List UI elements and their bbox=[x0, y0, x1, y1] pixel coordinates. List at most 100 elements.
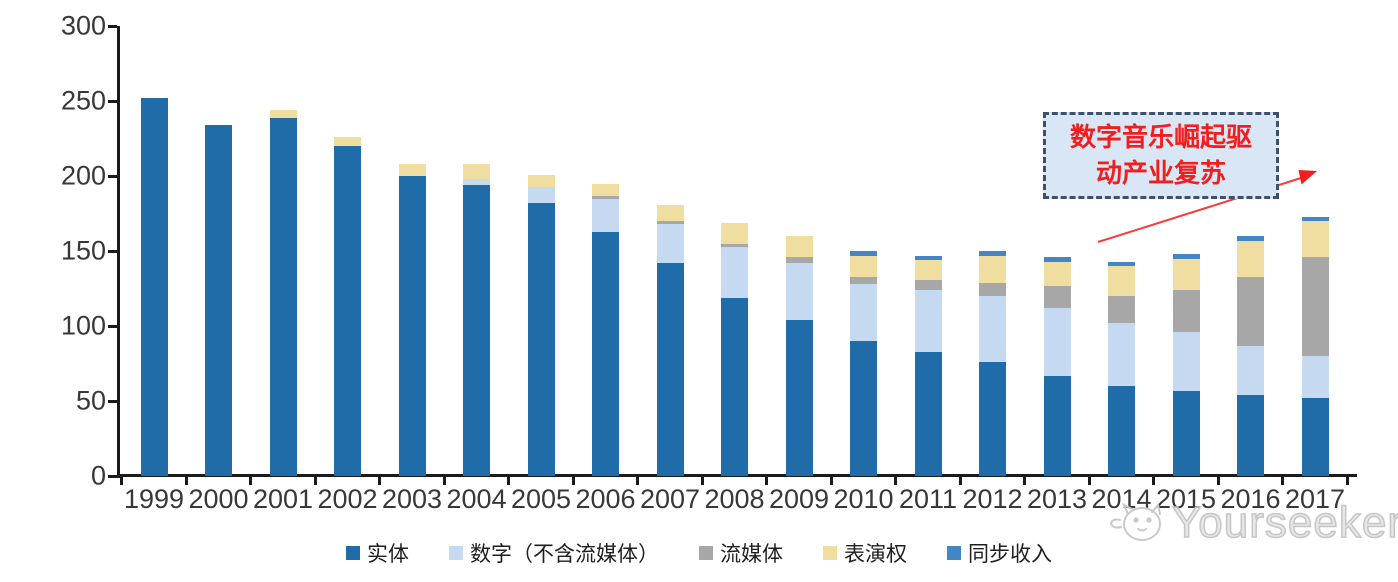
legend-swatch-streaming bbox=[699, 546, 713, 560]
bar-2015-segment-performance bbox=[1172, 258, 1200, 290]
bar-2010-segment-streaming bbox=[850, 276, 877, 284]
y-tick-label-300: 300 bbox=[60, 10, 106, 41]
legend-label-performance: 表演权 bbox=[844, 542, 907, 566]
x-tick-11 bbox=[829, 477, 833, 485]
x-tick-10 bbox=[765, 477, 769, 485]
x-tick-12 bbox=[894, 477, 898, 485]
bar-2001-segment-performance bbox=[269, 110, 297, 118]
bar-2005-segment-physical bbox=[527, 203, 555, 476]
x-tick-label-2012: 2012 bbox=[962, 484, 1023, 514]
bar-2006-segment-performance bbox=[592, 183, 619, 196]
bar-2003-segment-physical bbox=[398, 176, 426, 476]
bar-2004 bbox=[463, 164, 490, 476]
x-tick-19 bbox=[1345, 477, 1349, 485]
x-tick-18 bbox=[1281, 477, 1285, 485]
x-tick-label-2003: 2003 bbox=[381, 484, 443, 514]
legend: 实体 数字（不含流媒体） 流媒体 表演权 同步收入 bbox=[0, 538, 1398, 568]
y-tick-label-150: 150 bbox=[60, 235, 106, 266]
watermark-text: Yourseeker bbox=[1171, 497, 1398, 548]
x-tick-label-2004: 2004 bbox=[446, 484, 507, 514]
x-tick-label-2017: 2017 bbox=[1284, 484, 1346, 514]
x-tick-label-2002: 2002 bbox=[317, 484, 378, 514]
y-tick-label-250: 250 bbox=[60, 85, 106, 116]
legend-item-digital: 数字（不含流媒体） bbox=[449, 538, 659, 568]
bar-2001-segment-physical bbox=[269, 117, 297, 476]
x-tick-14 bbox=[1023, 477, 1027, 485]
watermark: Yourseeker bbox=[1108, 497, 1398, 548]
bar-2007-segment-digital bbox=[656, 224, 684, 263]
bar-2008-segment-streaming bbox=[721, 243, 748, 247]
legend-item-sync: 同步收入 bbox=[947, 538, 1052, 568]
y-axis bbox=[117, 26, 120, 478]
bar-2011-segment-streaming bbox=[914, 279, 942, 290]
bar-2007-segment-streaming bbox=[656, 221, 684, 224]
bar-2011-segment-sync bbox=[914, 255, 942, 260]
x-tick-3 bbox=[313, 477, 317, 485]
x-tick-0 bbox=[120, 477, 124, 485]
y-tick-0 bbox=[108, 474, 117, 478]
bar-2012-segment-sync bbox=[979, 251, 1006, 256]
legend-label-sync: 同步收入 bbox=[968, 542, 1052, 566]
x-tick-label-2011: 2011 bbox=[898, 484, 958, 514]
bar-2010-segment-performance bbox=[850, 255, 877, 277]
x-tick-17 bbox=[1216, 477, 1220, 485]
bar-2016-segment-streaming bbox=[1237, 276, 1264, 346]
bar-1999 bbox=[140, 98, 168, 476]
legend-swatch-sync bbox=[947, 546, 961, 560]
legend-item-physical: 实体 bbox=[346, 538, 409, 568]
bar-2011 bbox=[914, 255, 942, 476]
bar-2009-segment-physical bbox=[785, 320, 813, 476]
annotation-text-line2: 动产业复苏 bbox=[1095, 158, 1226, 188]
legend-swatch-digital bbox=[449, 546, 463, 560]
bar-2011-segment-physical bbox=[914, 351, 942, 476]
bar-2007 bbox=[656, 204, 684, 476]
bar-2014-segment-sync bbox=[1108, 261, 1135, 266]
x-tick-label-1999: 1999 bbox=[123, 484, 185, 514]
bar-2002-segment-performance bbox=[334, 137, 361, 146]
bar-2013-segment-streaming bbox=[1043, 285, 1071, 308]
bar-2013-segment-sync bbox=[1043, 257, 1071, 262]
x-tick-label-2007: 2007 bbox=[639, 484, 701, 514]
bar-2017-segment-streaming bbox=[1301, 257, 1329, 356]
bar-2016-segment-physical bbox=[1237, 395, 1264, 476]
bar-2014 bbox=[1108, 261, 1135, 476]
legend-item-performance: 表演权 bbox=[823, 538, 907, 568]
x-tick-8 bbox=[636, 477, 640, 485]
x-tick-7 bbox=[571, 477, 575, 485]
bar-2017-segment-physical bbox=[1301, 398, 1329, 476]
x-tick-label-2016: 2016 bbox=[1220, 484, 1281, 514]
bar-2010 bbox=[850, 251, 877, 476]
y-tick-label-50: 50 bbox=[75, 385, 106, 416]
bar-2014-segment-performance bbox=[1108, 266, 1135, 296]
y-tick-150 bbox=[108, 249, 117, 253]
x-tick-label-2000: 2000 bbox=[188, 484, 249, 514]
bar-2003 bbox=[398, 164, 426, 476]
bar-2000 bbox=[205, 125, 232, 476]
bar-2008-segment-physical bbox=[721, 297, 748, 476]
legend-label-digital: 数字（不含流媒体） bbox=[470, 542, 659, 566]
bar-2014-segment-streaming bbox=[1108, 296, 1135, 323]
x-tick-6 bbox=[507, 477, 511, 485]
bar-2011-segment-digital bbox=[914, 290, 942, 352]
bar-2007-segment-performance bbox=[656, 204, 684, 221]
bar-2012-segment-digital bbox=[979, 296, 1006, 362]
bar-2013-segment-performance bbox=[1043, 261, 1071, 286]
bar-2005-segment-digital bbox=[527, 186, 555, 203]
bar-2012-segment-physical bbox=[979, 362, 1006, 476]
bar-2008-segment-digital bbox=[721, 246, 748, 298]
y-tick-label-100: 100 bbox=[60, 310, 106, 341]
legend-swatch-performance bbox=[823, 546, 837, 560]
x-tick-2 bbox=[249, 477, 253, 485]
bar-2006-segment-streaming bbox=[592, 195, 619, 199]
y-tick-label-200: 200 bbox=[60, 160, 106, 191]
x-tick-1 bbox=[184, 477, 188, 485]
y-tick-50 bbox=[108, 399, 117, 403]
bar-2002-segment-physical bbox=[334, 146, 361, 476]
yourseeker-logo-icon bbox=[1109, 502, 1161, 541]
legend-item-streaming: 流媒体 bbox=[699, 538, 783, 568]
bar-2015-segment-sync bbox=[1172, 254, 1200, 259]
x-tick-16 bbox=[1152, 477, 1156, 485]
x-tick-label-2013: 2013 bbox=[1026, 484, 1088, 514]
bar-2009 bbox=[785, 236, 813, 476]
